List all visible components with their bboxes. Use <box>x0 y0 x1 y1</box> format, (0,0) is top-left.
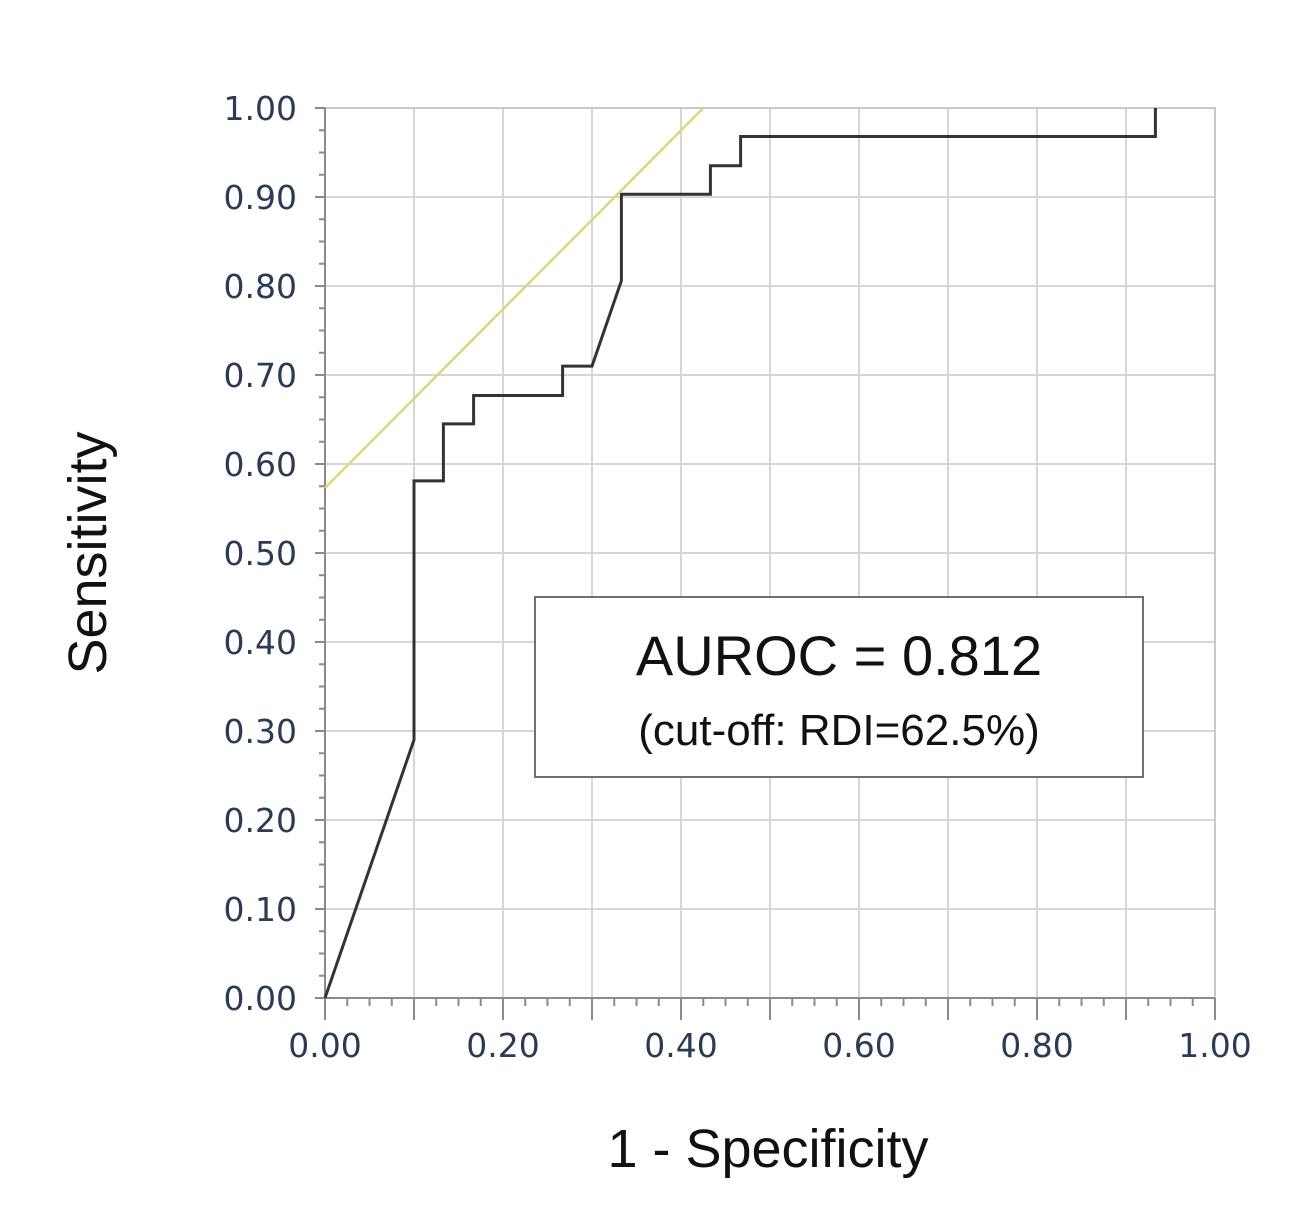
series-group <box>323 107 1157 999</box>
y-tick-label: 0.60 <box>224 445 297 484</box>
x-tick-label: 1.00 <box>1178 1026 1251 1065</box>
y-axis-title: Sensitivity <box>58 431 118 674</box>
y-tick-label: 0.80 <box>224 267 297 306</box>
y-tick-label: 0.00 <box>224 979 297 1018</box>
y-tick-label: 0.40 <box>224 623 297 662</box>
cutoff-text: (cut-off: RDI=62.5%) <box>638 706 1039 755</box>
x-tick-label: 0.00 <box>288 1026 361 1065</box>
auroc-value-text: AUROC = 0.812 <box>636 624 1042 687</box>
auroc-annotation: AUROC = 0.812 (cut-off: RDI=62.5%) <box>534 596 1144 778</box>
axes <box>315 107 1216 1020</box>
x-tick-label: 0.20 <box>466 1026 539 1065</box>
annotation-box <box>534 596 1144 778</box>
x-tick-label: 0.80 <box>1000 1026 1073 1065</box>
y-tick-labels: 0.00 0.10 0.20 0.30 0.40 0.50 0.60 0.70 0.80 0.90… <box>224 89 297 1018</box>
reference-tangent-line <box>324 107 705 489</box>
y-tick-label: 0.30 <box>224 712 297 751</box>
y-tick-label: 0.20 <box>224 801 297 840</box>
y-tick-label: 0.10 <box>224 890 297 929</box>
x-axis-title: 1 - Specificity <box>607 1119 928 1179</box>
roc-curve <box>323 108 1157 999</box>
y-tick-label: 0.90 <box>224 178 297 217</box>
x-tick-label: 0.60 <box>822 1026 895 1065</box>
y-tick-label: 1.00 <box>224 89 297 128</box>
x-tick-label: 0.40 <box>644 1026 717 1065</box>
grid-lines <box>325 107 1216 998</box>
y-tick-label: 0.50 <box>224 534 297 573</box>
y-tick-label: 0.70 <box>224 356 297 395</box>
x-tick-labels: 0.00 0.20 0.40 0.60 0.80 1.00 <box>288 1026 1251 1065</box>
